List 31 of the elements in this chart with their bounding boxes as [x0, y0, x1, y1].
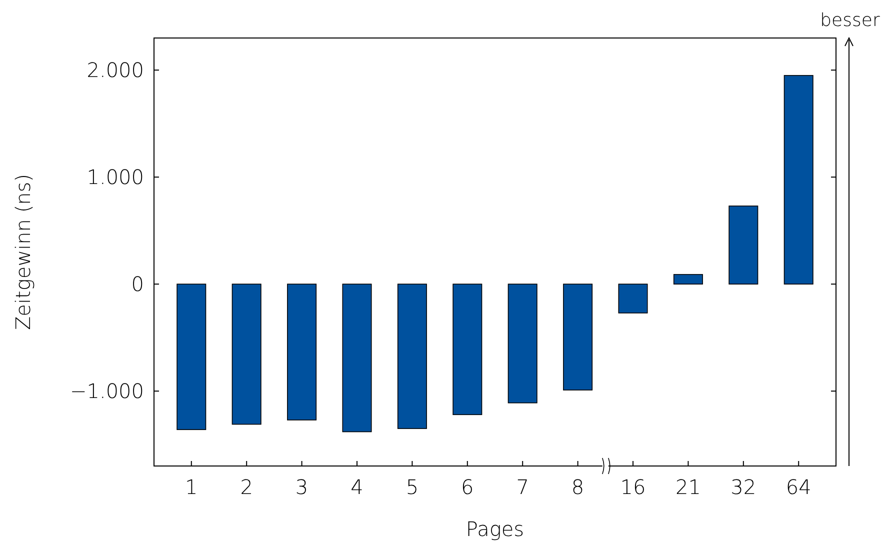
x-axis-title: Pages	[466, 517, 524, 541]
bar	[508, 284, 538, 404]
bar	[563, 284, 593, 390]
y-tick-label: −1.000	[70, 379, 144, 404]
y-tick-label: 2.000	[86, 58, 144, 82]
text: besser	[820, 10, 880, 31]
bar	[342, 284, 372, 432]
x-tick-label: 21	[675, 475, 701, 499]
x-tick-label: 2	[240, 475, 253, 499]
x-tick-label: 3	[295, 475, 308, 499]
bar	[673, 274, 703, 284]
y-tick-label: 1.000	[86, 165, 144, 190]
bar	[618, 284, 648, 314]
bar	[784, 75, 814, 284]
y-tick-label: 0	[131, 272, 144, 296]
bar	[176, 284, 206, 430]
x-tick-label: 32	[730, 475, 756, 499]
x-tick-label: 4	[350, 475, 364, 499]
x-tick-label: 5	[406, 475, 419, 499]
bar	[287, 284, 317, 420]
x-tick-label: 6	[461, 475, 474, 499]
x-tick-label: 8	[571, 475, 584, 499]
bar	[232, 284, 262, 425]
x-tick-label: 1	[185, 475, 198, 499]
x-tick-label: 7	[516, 475, 529, 499]
y-axis-title: Zeitgewinn (ns)	[11, 174, 35, 330]
x-tick-label: 64	[786, 475, 812, 499]
x-tick-label: 16	[620, 475, 646, 499]
bar	[452, 284, 482, 416]
bar	[397, 284, 427, 429]
bar	[728, 206, 758, 284]
